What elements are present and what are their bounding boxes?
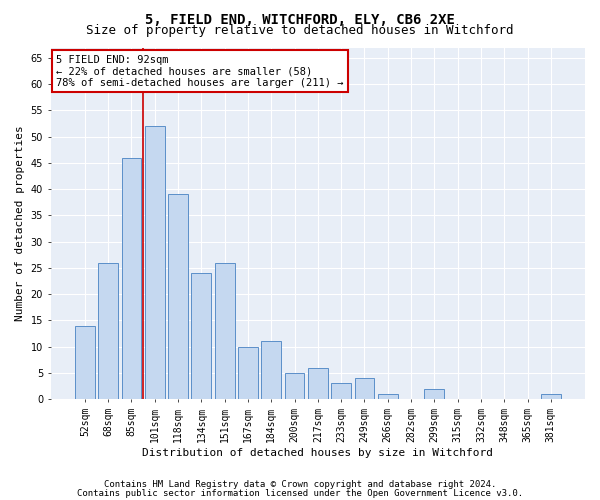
Bar [331,384,351,399]
Text: 5 FIELD END: 92sqm
← 22% of detached houses are smaller (58)
78% of semi-detache: 5 FIELD END: 92sqm ← 22% of detached hou… [56,54,344,88]
Bar [215,262,235,399]
Text: Contains public sector information licensed under the Open Government Licence v3: Contains public sector information licen… [77,489,523,498]
Bar [262,342,281,399]
Text: Size of property relative to detached houses in Witchford: Size of property relative to detached ho… [86,24,514,37]
Bar [308,368,328,399]
Bar [98,262,118,399]
Text: 5, FIELD END, WITCHFORD, ELY, CB6 2XE: 5, FIELD END, WITCHFORD, ELY, CB6 2XE [145,12,455,26]
Bar [238,346,258,399]
Text: Contains HM Land Registry data © Crown copyright and database right 2024.: Contains HM Land Registry data © Crown c… [104,480,496,489]
Bar [378,394,398,399]
Y-axis label: Number of detached properties: Number of detached properties [15,126,25,321]
Bar [191,273,211,399]
Bar [284,373,304,399]
Bar [122,158,142,399]
X-axis label: Distribution of detached houses by size in Witchford: Distribution of detached houses by size … [142,448,493,458]
Bar [424,388,444,399]
Bar [355,378,374,399]
Bar [145,126,164,399]
Bar [541,394,561,399]
Bar [168,194,188,399]
Bar [75,326,95,399]
